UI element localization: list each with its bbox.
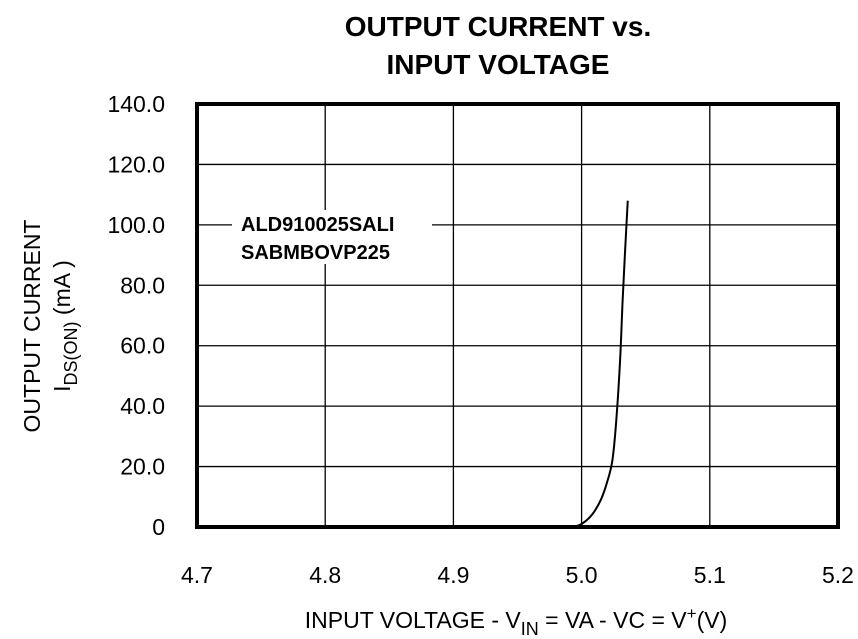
y-axis-title-symbol: I	[49, 385, 75, 391]
x-axis-title: INPUT VOLTAGE - VIN = VA - VC = V+(V)	[305, 604, 727, 639]
x-tick-label: 5.1	[694, 562, 726, 588]
y-axis-title: OUTPUT CURRENT IDS(ON) (mA )	[19, 220, 81, 433]
y-tick-label: 20.0	[120, 454, 165, 480]
annotation-background	[232, 210, 432, 264]
y-axis-title-line2: IDS(ON) (mA )	[49, 260, 81, 392]
y-tick-label: 0	[152, 514, 165, 540]
x-tick-labels: 4.7 4.8 4.9 5.0 5.1 5.2	[181, 562, 854, 588]
y-tick-label: 120.0	[107, 151, 165, 177]
y-axis-title-unit: (mA )	[49, 260, 75, 321]
series-line	[572, 200, 629, 528]
chart-title-line2: INPUT VOLTAGE	[387, 49, 610, 80]
x-tick-label: 5.2	[822, 562, 854, 588]
series-layer	[572, 200, 629, 528]
grid	[197, 104, 838, 527]
y-tick-label: 80.0	[120, 272, 165, 298]
annotation-line1: ALD910025SALI	[241, 214, 394, 236]
x-tick-label: 4.9	[437, 562, 469, 588]
chart-title-line1: OUTPUT CURRENT vs.	[345, 11, 651, 42]
y-axis-title-line1: OUTPUT CURRENT	[19, 220, 45, 433]
x-tick-label: 4.7	[181, 562, 213, 588]
y-tick-label: 140.0	[107, 91, 165, 117]
y-tick-label: 100.0	[107, 212, 165, 238]
x-tick-label: 5.0	[566, 562, 598, 588]
x-tick-label: 4.8	[309, 562, 341, 588]
plot-frame	[195, 102, 840, 529]
y-tick-label: 40.0	[120, 393, 165, 419]
y-tick-labels: 0 20.0 40.0 60.0 80.0 100.0 120.0 140.0	[107, 91, 165, 540]
y-tick-label: 60.0	[120, 333, 165, 359]
y-axis-title-subscript: DS(ON)	[61, 321, 81, 385]
annotation-line2: SABMBOVP225	[241, 242, 390, 264]
